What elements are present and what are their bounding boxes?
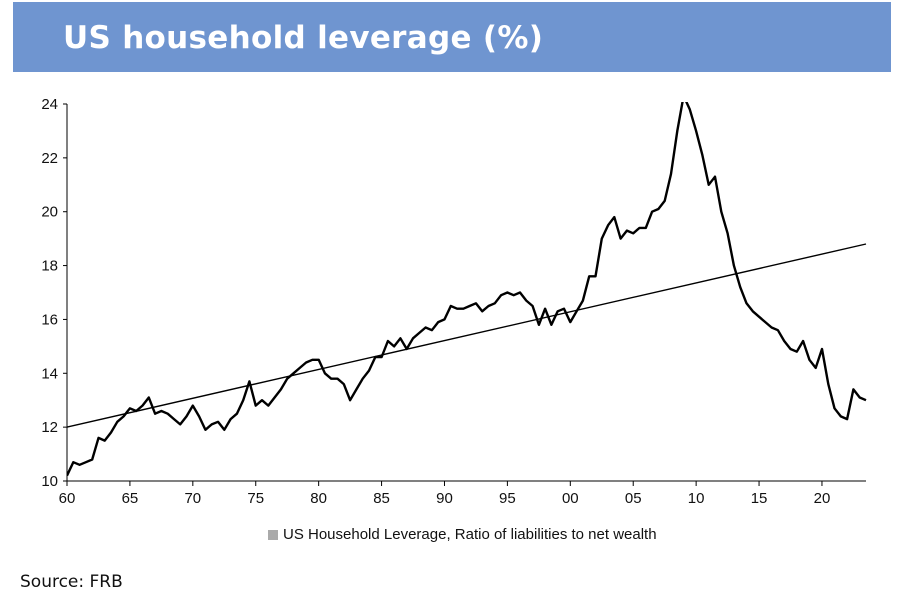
x-tick-label: 95 bbox=[499, 490, 516, 507]
x-tick-label: 75 bbox=[247, 490, 264, 507]
y-tick-label: 24 bbox=[41, 96, 58, 113]
x-tick-label: 10 bbox=[688, 490, 705, 507]
x-tick-label: 70 bbox=[184, 490, 201, 507]
page-title: US household leverage (%) bbox=[63, 20, 544, 56]
x-tick-label: 00 bbox=[562, 490, 579, 507]
x-tick-label: 80 bbox=[310, 490, 327, 507]
source-note: Source: FRB bbox=[20, 572, 123, 592]
y-tick-label: 22 bbox=[41, 150, 58, 167]
y-tick-label: 10 bbox=[41, 473, 58, 490]
legend-label: US Household Leverage, Ratio of liabilit… bbox=[283, 526, 657, 543]
x-tick-label: 85 bbox=[373, 490, 390, 507]
leverage-series-line bbox=[67, 102, 867, 477]
chart-legend: US Household Leverage, Ratio of liabilit… bbox=[268, 526, 657, 543]
y-tick-label: 20 bbox=[41, 204, 58, 221]
x-tick-label: 20 bbox=[814, 490, 831, 507]
y-tick-label: 16 bbox=[41, 311, 58, 328]
chart-marks bbox=[67, 102, 867, 477]
y-tick-label: 14 bbox=[41, 365, 58, 382]
legend-swatch bbox=[268, 529, 278, 540]
y-tick-label: 18 bbox=[41, 258, 58, 275]
trend-line bbox=[67, 243, 867, 428]
chart-axes: 10 12 14 16 18 20 22 24 60 65 70 75 80 85 90 95 00 05 10 15… bbox=[41, 96, 866, 507]
x-tick-label: 60 bbox=[59, 490, 76, 507]
x-tick-label: 65 bbox=[122, 490, 139, 507]
x-tick-label: 15 bbox=[751, 490, 768, 507]
x-tick-label: 90 bbox=[436, 490, 453, 507]
x-tick-label: 05 bbox=[625, 490, 642, 507]
y-tick-label: 12 bbox=[41, 419, 58, 436]
title-banner: US household leverage (%) bbox=[13, 2, 891, 72]
